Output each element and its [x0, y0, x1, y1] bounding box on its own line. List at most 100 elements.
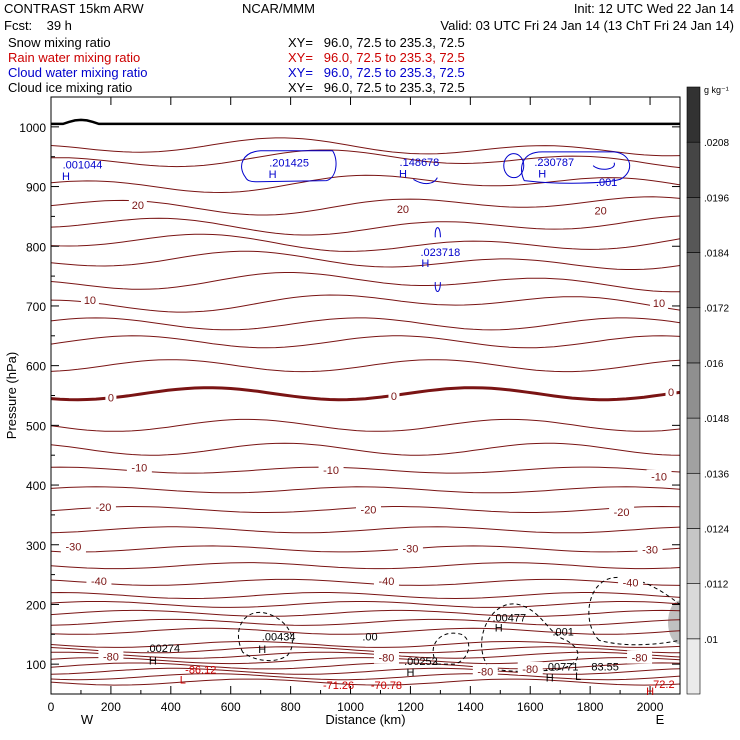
extremum-label: H: [495, 623, 503, 635]
surface-line: [51, 118, 680, 126]
extremum-label: .001044: [63, 159, 103, 171]
extremum-label: -71.26: [323, 680, 354, 692]
isotherm-label-bg: [627, 650, 653, 664]
isotherm-line: [51, 149, 680, 169]
cloud-ice-contour: [588, 576, 680, 646]
extremum-label: H: [646, 686, 654, 698]
cloud-water-contour: [592, 162, 615, 170]
extremum-label: H: [258, 644, 266, 656]
extremum-label: L: [180, 675, 186, 687]
isotherm-label-bg: [105, 390, 117, 404]
y-tick-label: 1000: [19, 121, 46, 135]
isotherm-line: [51, 667, 680, 675]
x-tick-label: 200: [101, 700, 121, 714]
isotherm-line: [51, 627, 680, 635]
isotherm-line: [51, 526, 680, 534]
colorbar-swatch: [686, 472, 701, 529]
colorbar-swatch: [686, 307, 701, 364]
field-xy-cloud-ice: XY= 96.0, 72.5 to 235.3, 72.5: [288, 80, 465, 95]
isotherm-line: [51, 335, 680, 349]
isotherm-line: [51, 562, 680, 570]
isotherm-label: 20: [595, 205, 607, 217]
extremum-label: H: [406, 667, 414, 679]
isotherm-line: [51, 609, 680, 617]
extremum-label: H: [149, 656, 157, 668]
isotherm-label-bg: [373, 574, 399, 588]
field-label-cloud-water: Cloud water mixing ratio: [8, 65, 148, 80]
colorbar-swatch: [686, 528, 701, 584]
isotherm-line: [51, 233, 680, 252]
cloud-water-contour: [521, 151, 631, 184]
isotherm-label: -30: [402, 543, 418, 555]
isotherm-label-bg: [80, 292, 99, 306]
x-tick-label: 1800: [577, 700, 604, 714]
isotherm-label-bg: [98, 649, 124, 663]
field-xy-rain: XY= 96.0, 72.5 to 235.3, 72.5: [288, 50, 465, 65]
isotherm-label: -20: [361, 505, 377, 517]
y-tick-label: 100: [26, 658, 46, 672]
forecast-hour: Fcst: 39 h: [4, 18, 72, 33]
center-label: NCAR/MMM: [242, 1, 315, 16]
isotherm-line: [51, 578, 680, 586]
field-label-cloud-ice: Cloud ice mixing ratio: [8, 80, 133, 95]
isotherm-line: [51, 196, 680, 216]
extremum-label: H: [269, 169, 277, 181]
x-tick-label: 2000: [637, 700, 664, 714]
extremum-label: 83.55: [591, 662, 619, 674]
extremum-label: .00252: [404, 656, 438, 668]
isotherm-label-bg: [388, 389, 400, 403]
isotherm-line: [51, 673, 680, 681]
x-tick-label: 400: [161, 700, 181, 714]
extremum-label: L: [575, 671, 581, 683]
y-tick-label: 400: [26, 479, 46, 493]
isotherm-line: [51, 317, 680, 331]
isotherm-label: -80: [632, 653, 648, 665]
isotherm-line: [51, 418, 680, 432]
isotherm-zero: [51, 386, 680, 402]
isotherm-label: 0: [668, 387, 674, 399]
colorbar-label: .0136: [704, 469, 729, 480]
x-tick-label: 600: [221, 700, 241, 714]
isotherm-label-bg: [637, 542, 663, 556]
cloud-ice-contour: [237, 611, 293, 662]
extremum-label: .00274: [146, 643, 180, 655]
cloud-ice-contour: [432, 632, 470, 665]
colorbar-swatch: [686, 362, 701, 419]
isotherm-label-bg: [373, 650, 399, 664]
isotherm-label: -30: [642, 545, 658, 557]
colorbar-label: .0124: [704, 524, 729, 535]
init-time: Init: 12 UTC Wed 22 Jan 14: [573, 1, 734, 16]
extremum-label: .230787: [534, 157, 574, 169]
isotherm-line: [51, 466, 680, 474]
isotherm-line: [51, 486, 680, 494]
plot-background: [51, 97, 680, 694]
isotherm-label-bg: [665, 384, 677, 398]
extremum-label: .023718: [420, 247, 460, 259]
colorbar-label: .0208: [704, 138, 729, 149]
isotherm-label-bg: [60, 539, 86, 553]
isotherm-label: 20: [397, 204, 409, 216]
model-title: CONTRAST 15km ARW: [4, 1, 144, 16]
x-tick-label: 1400: [457, 700, 484, 714]
isotherm-line: [51, 215, 680, 236]
cloud-water-contour: [503, 153, 525, 179]
x-tick-label: 0: [48, 700, 55, 714]
isotherm-line: [51, 294, 680, 313]
isotherm-line: [51, 359, 680, 373]
cloud-water-contour: [434, 227, 441, 238]
cloud-water-contour: [434, 282, 441, 292]
extremum-label: H: [399, 168, 407, 180]
colorbar-swatch: [686, 583, 701, 640]
isotherm-label: -10: [323, 465, 339, 477]
y-tick-label: 500: [26, 419, 46, 433]
colorbar-label: .016: [704, 359, 724, 370]
x-tick-label: 800: [281, 700, 301, 714]
field-label-rain: Rain water mixing ratio: [8, 50, 141, 65]
isotherm-label: -40: [623, 577, 639, 589]
isotherm-label: -30: [66, 542, 82, 554]
isotherm-label-bg: [355, 502, 381, 516]
isotherm-label: -80: [379, 653, 395, 665]
extremum-label: H: [62, 171, 70, 183]
